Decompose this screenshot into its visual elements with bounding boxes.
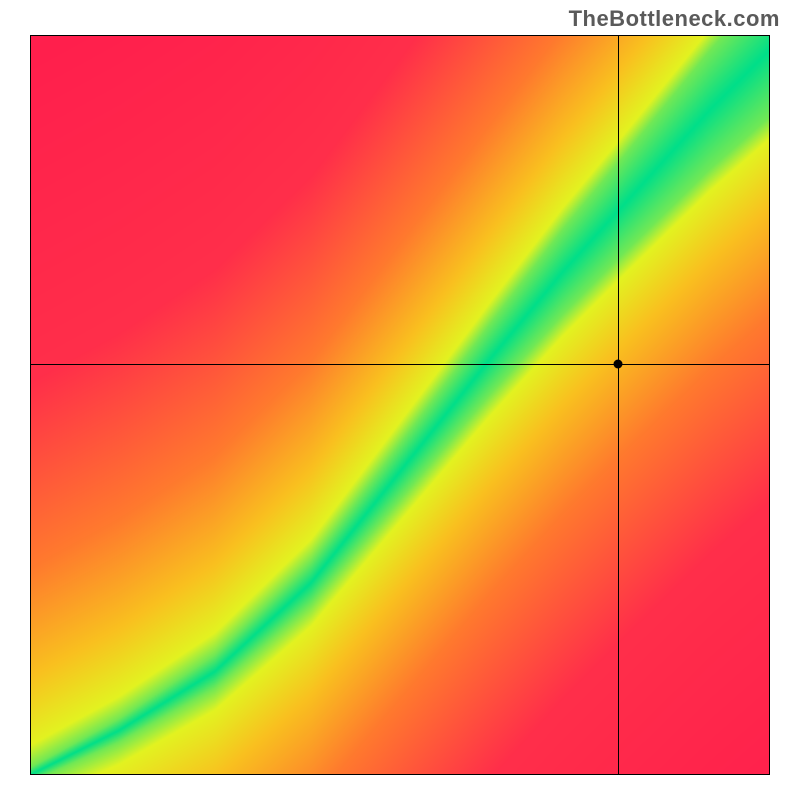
crosshair-dot [614,360,623,369]
crosshair-vertical [618,35,619,775]
crosshair-horizontal [30,364,770,365]
heatmap-canvas [30,35,770,775]
watermark-text: TheBottleneck.com [569,6,780,32]
heatmap-chart [30,35,770,775]
